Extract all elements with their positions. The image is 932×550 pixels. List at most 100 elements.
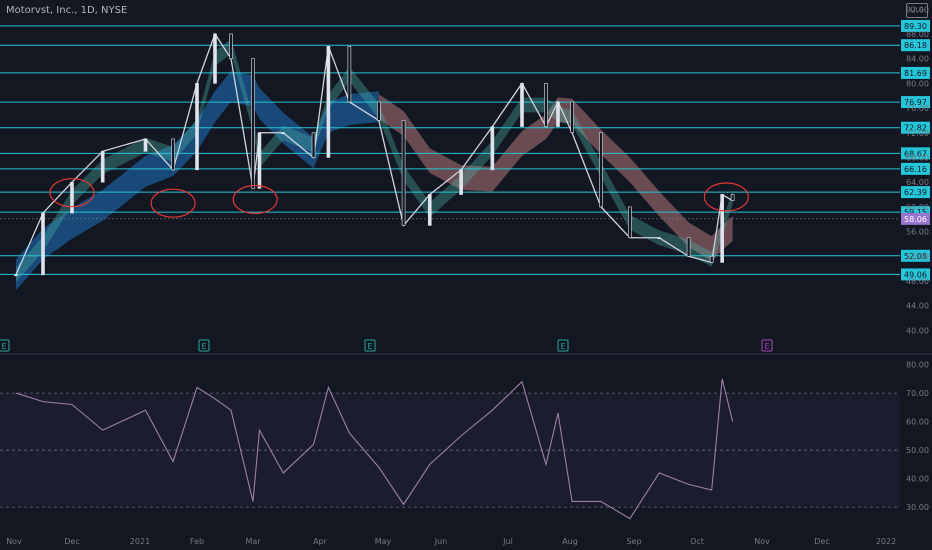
level-price-label-bg — [901, 96, 930, 109]
x-tick-label: 2022 — [876, 537, 896, 546]
candle — [709, 255, 714, 263]
annotation-circle — [49, 178, 95, 208]
y-tick-label: 52.00 — [906, 252, 929, 261]
candle — [520, 83, 524, 127]
level-price-label: 52.08 — [904, 252, 927, 261]
rsi-y-tick-label: 70.00 — [906, 389, 929, 398]
candle — [730, 194, 735, 202]
x-tick-label: Apr — [313, 537, 328, 546]
candle — [347, 46, 352, 103]
candle — [459, 169, 463, 195]
x-tick-label: Oct — [690, 537, 704, 546]
candle — [326, 46, 331, 158]
x-tick-label: Mar — [245, 537, 261, 546]
level-price-label: 59.15 — [904, 208, 927, 217]
level-price-label: 62.39 — [904, 188, 927, 197]
rsi-line — [15, 378, 734, 520]
y-tick-label: 76.00 — [906, 104, 929, 113]
slow-ribbon-up — [15, 71, 379, 291]
candle — [195, 83, 199, 171]
x-tick-label: 2021 — [130, 537, 150, 546]
candle — [41, 212, 45, 276]
level-price-label-bg — [901, 19, 930, 32]
y-tick-label: 60.00 — [906, 203, 929, 212]
candle — [490, 126, 495, 171]
price-pane[interactable]: 89.30 86.18 81.69 76.97 72.82 68.67 66.16 62.39… — [0, 19, 930, 352]
y-tick-label: 92.00 — [906, 5, 929, 14]
earnings-icon — [0, 339, 10, 352]
candle — [143, 138, 148, 152]
earnings-icon — [198, 339, 210, 352]
annotation-circle — [150, 188, 196, 218]
candle — [720, 194, 724, 263]
level-price-label-bg — [901, 66, 930, 79]
candle — [251, 58, 255, 189]
earnings-marker-text: E — [201, 342, 206, 351]
y-tick-label: 40.00 — [906, 326, 929, 335]
slow-ribbon-down — [378, 94, 733, 261]
rsi-pane[interactable] — [0, 378, 900, 520]
current-price-label-bg — [901, 212, 930, 225]
level-price-label: 66.16 — [904, 165, 927, 174]
y-tick-label: 84.00 — [906, 55, 929, 64]
candle — [599, 132, 603, 208]
candle — [657, 237, 662, 240]
earnings-marker-text: E — [367, 342, 372, 351]
symbol-legend: Motorvst, Inc., 1D, NYSE — [6, 5, 128, 16]
y-tick-label: 56.00 — [906, 228, 929, 237]
level-price-label: 81.69 — [904, 69, 927, 78]
x-tick-label: Feb — [190, 537, 204, 546]
x-tick-label: Sep — [626, 537, 641, 546]
rsi-y-tick-label: 30.00 — [906, 503, 929, 512]
x-tick-label: Aug — [562, 537, 578, 546]
rsi-y-tick-label: 80.00 — [906, 361, 929, 370]
x-tick-label: Nov — [6, 537, 22, 546]
y-tick-label: 80.00 — [906, 79, 929, 88]
level-price-label-bg — [901, 121, 930, 134]
earnings-icon — [761, 339, 773, 352]
rsi-y-tick-label: 40.00 — [906, 475, 929, 484]
axes: 40.00 44.00 48.00 52.00 56.00 60.00 64.00 68.00… — [0, 5, 932, 546]
candle — [570, 101, 574, 134]
annotation-circle — [703, 182, 749, 212]
rsi-y-tick-label: 50.00 — [906, 446, 929, 455]
y-tick-label: 68.00 — [906, 153, 929, 162]
candle — [100, 150, 105, 183]
level-price-label: 76.97 — [904, 98, 927, 107]
y-tick-label: 88.00 — [906, 30, 929, 39]
x-tick-label: Jun — [434, 537, 448, 546]
earnings-icon — [557, 339, 569, 352]
candle — [171, 138, 175, 171]
earnings-icon — [364, 339, 376, 352]
y-tick-label: 48.00 — [906, 277, 929, 286]
level-price-label-bg — [901, 268, 930, 281]
logo-icon: ULS — [906, 3, 928, 18]
level-price-label: 89.30 — [904, 22, 927, 31]
level-price-label-bg — [901, 147, 930, 160]
candle — [257, 132, 262, 189]
candle — [70, 181, 74, 214]
candle — [311, 132, 316, 158]
candle — [544, 83, 548, 127]
candle — [427, 194, 432, 226]
candle — [376, 101, 381, 121]
x-tick-label: Dec — [64, 537, 79, 546]
x-tick-label: Nov — [754, 537, 770, 546]
annotation-circle — [232, 184, 278, 215]
y-tick-label: 72.00 — [906, 129, 929, 138]
candle — [686, 237, 691, 257]
candle — [14, 274, 18, 277]
candle — [628, 206, 632, 239]
rsi-y-tick-label: 60.00 — [906, 418, 929, 427]
candle — [281, 132, 286, 135]
candle — [401, 120, 406, 226]
candle — [213, 33, 217, 84]
level-price-label-bg — [901, 186, 930, 199]
current-price-label: 58.06 — [904, 215, 927, 224]
candle — [556, 101, 560, 127]
level-price-label-bg — [901, 249, 930, 262]
x-tick-label: Jul — [502, 537, 513, 546]
level-price-label: 68.67 — [904, 149, 927, 158]
